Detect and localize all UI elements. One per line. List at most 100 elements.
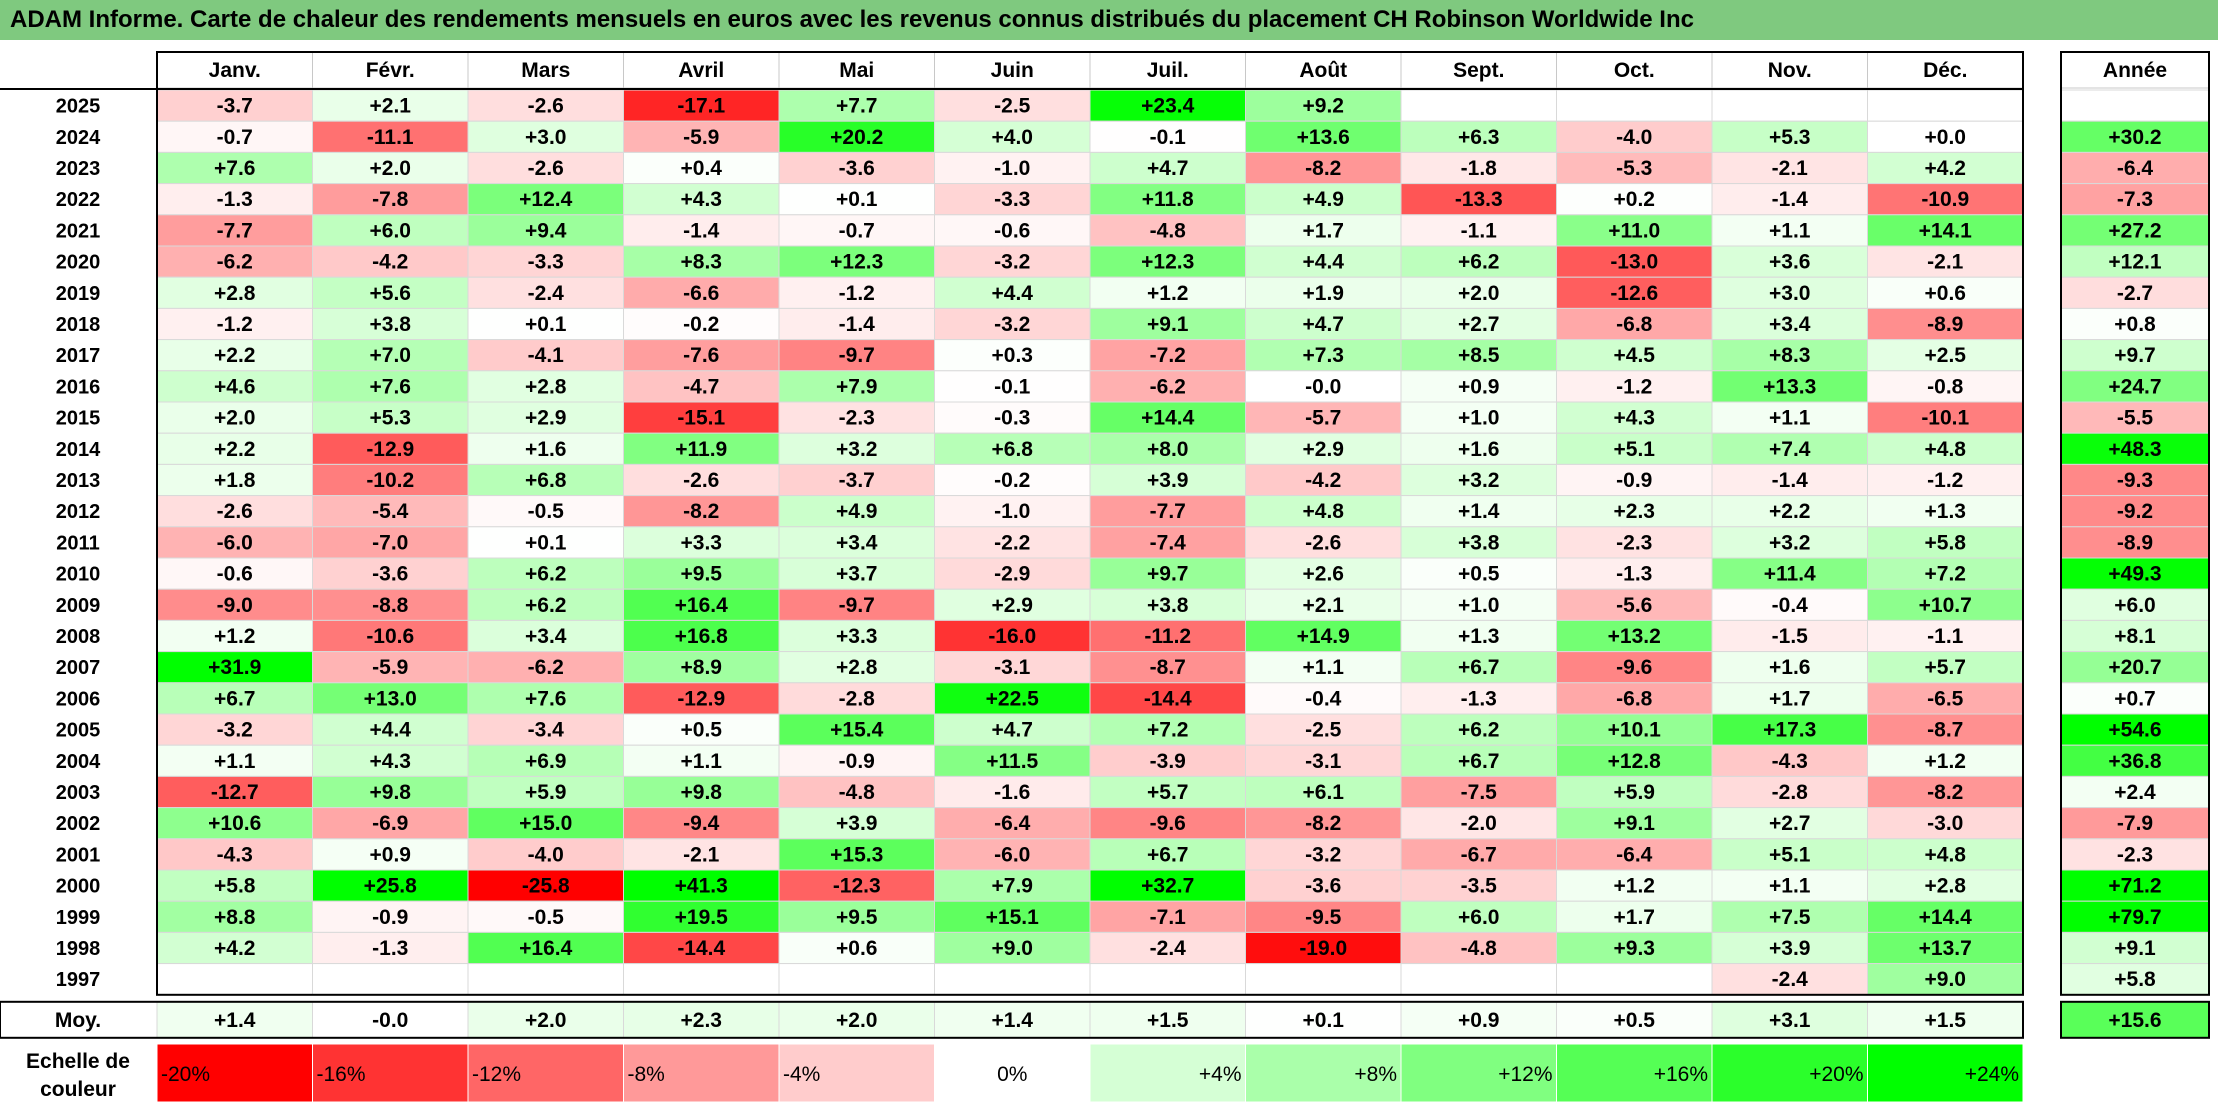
annual-value-label: -2.7 (2117, 282, 2153, 305)
heatmap-cell (934, 775, 1091, 809)
annual-value-label: +54.6 (2108, 719, 2161, 742)
cell-value-label: +13.6 (1297, 126, 1350, 149)
cell-value-label: -8.7 (1150, 656, 1186, 679)
cell-value-label: +6.0 (1458, 906, 1499, 929)
cell-value-label: +0.1 (836, 188, 878, 211)
color-scale-tick-label: +12% (1498, 1063, 1552, 1086)
cell-value-label: -3.2 (994, 251, 1030, 274)
heatmap-cell (1400, 401, 1557, 434)
heatmap-cell (1711, 651, 1868, 684)
heatmap-cell (156, 651, 313, 684)
cell-value-label: -5.4 (372, 500, 409, 523)
heatmap-cell (1867, 495, 2024, 528)
heatmap-cell (156, 526, 313, 559)
heatmap-cell (1711, 713, 1868, 746)
cell-value-label: +2.9 (1303, 438, 1344, 461)
annual-value-label: +49.3 (2108, 563, 2161, 586)
heatmap-cell (1556, 120, 1713, 153)
heatmap-cell (623, 183, 780, 216)
heatmap-cell (934, 963, 1091, 996)
cell-value-label: -0.9 (372, 906, 408, 929)
heatmap-cell (1245, 463, 1402, 497)
heatmap-cell (1089, 869, 1246, 902)
heatmap-cell (934, 183, 1091, 216)
annual-cell (2060, 619, 2210, 653)
cell-value-label: -2.3 (1616, 531, 1652, 554)
cell-value-label: -1.4 (839, 313, 876, 336)
heatmap-cell (1556, 744, 1713, 777)
column-header-cell (1089, 51, 1246, 89)
cell-value-label: +6.2 (1458, 719, 1499, 742)
annual-header: Année (2103, 59, 2167, 82)
cell-value-label: +6.2 (525, 594, 566, 617)
heatmap-cell (1556, 807, 1713, 840)
annual-cell (2060, 713, 2210, 746)
heatmap-cell (467, 151, 624, 185)
cell-value-label: -1.2 (217, 313, 253, 336)
heatmap-cell (1245, 838, 1402, 871)
cell-value-label: -0.1 (1150, 126, 1187, 149)
cell-value-label: -5.9 (372, 656, 408, 679)
cell-value-label: +3.6 (1769, 251, 1810, 274)
cell-value-label: +2.9 (525, 407, 566, 430)
cell-value-label: -5.3 (1616, 157, 1652, 180)
annual-value-label: +9.7 (2114, 344, 2155, 367)
average-cell (467, 1001, 624, 1039)
average-value-label: +1.5 (1925, 1009, 1967, 1032)
heatmap-cell (156, 339, 313, 372)
cell-value-label: +9.4 (525, 219, 567, 242)
cell-value-label: -1.4 (683, 219, 720, 242)
cell-value-label: -2.1 (1927, 251, 1964, 274)
heatmap-cell (1089, 526, 1246, 559)
cell-value-label: +3.4 (836, 531, 878, 554)
cell-value-label: +4.4 (370, 719, 412, 742)
row-year-label: 2018 (56, 314, 101, 336)
heatmap-cell (934, 370, 1091, 403)
cell-value-label: +13.0 (364, 687, 417, 710)
heatmap-cell (1867, 619, 2024, 653)
cell-value-label: +4.2 (1925, 157, 1966, 180)
heatmap-cell (1089, 307, 1246, 341)
annual-value-label: -5.5 (2117, 407, 2154, 430)
heatmap-cell (1867, 463, 2024, 497)
heatmap-cell (934, 557, 1091, 590)
heatmap-cell (467, 370, 624, 403)
cell-value-label: +0.5 (1458, 563, 1500, 586)
cell-value-label: +2.9 (992, 594, 1033, 617)
cell-value-label: +10.6 (208, 812, 261, 835)
annual-cell (2060, 89, 2210, 122)
heatmap-cell (312, 651, 469, 684)
cell-value-label: -4.1 (528, 344, 565, 367)
cell-value-label: +16.4 (519, 937, 572, 960)
cell-value-label: -16.0 (988, 625, 1036, 648)
color-scale-swatch (1867, 1043, 2024, 1103)
heatmap-cell (1556, 401, 1713, 434)
cell-value-label: -3.6 (1305, 875, 1341, 898)
heatmap-cell (312, 120, 469, 153)
cell-value-label: -3.7 (217, 95, 253, 118)
color-scale-swatch (312, 1043, 469, 1103)
cell-value-label: +2.1 (1303, 594, 1345, 617)
heatmap-cell (312, 869, 469, 902)
heatmap-cell (467, 214, 624, 247)
cell-value-label: -6.4 (994, 812, 1031, 835)
cell-value-label: -2.1 (683, 843, 720, 866)
cell-value-label: +8.3 (681, 251, 722, 274)
cell-value-label: +0.5 (681, 719, 723, 742)
heatmap-cell (1089, 370, 1246, 403)
cell-value-label: +9.2 (1303, 95, 1344, 118)
heatmap-cell (1400, 807, 1557, 840)
annual-value-label: +27.2 (2108, 219, 2161, 242)
cell-value-label: +3.3 (836, 625, 877, 648)
heatmap-cell (934, 744, 1091, 777)
cell-value-label: -14.4 (1144, 687, 1192, 710)
heatmap-cell (312, 183, 469, 216)
cell-value-label: +8.3 (1769, 344, 1810, 367)
cell-value-label: -1.8 (1461, 157, 1498, 180)
cell-value-label: +1.2 (1147, 282, 1188, 305)
cell-value-label: +8.8 (214, 906, 256, 929)
cell-value-label: +1.1 (1769, 219, 1811, 242)
heatmap-cell (312, 900, 469, 933)
cell-value-label: +3.4 (525, 625, 567, 648)
cell-value-label: +5.1 (1614, 438, 1656, 461)
